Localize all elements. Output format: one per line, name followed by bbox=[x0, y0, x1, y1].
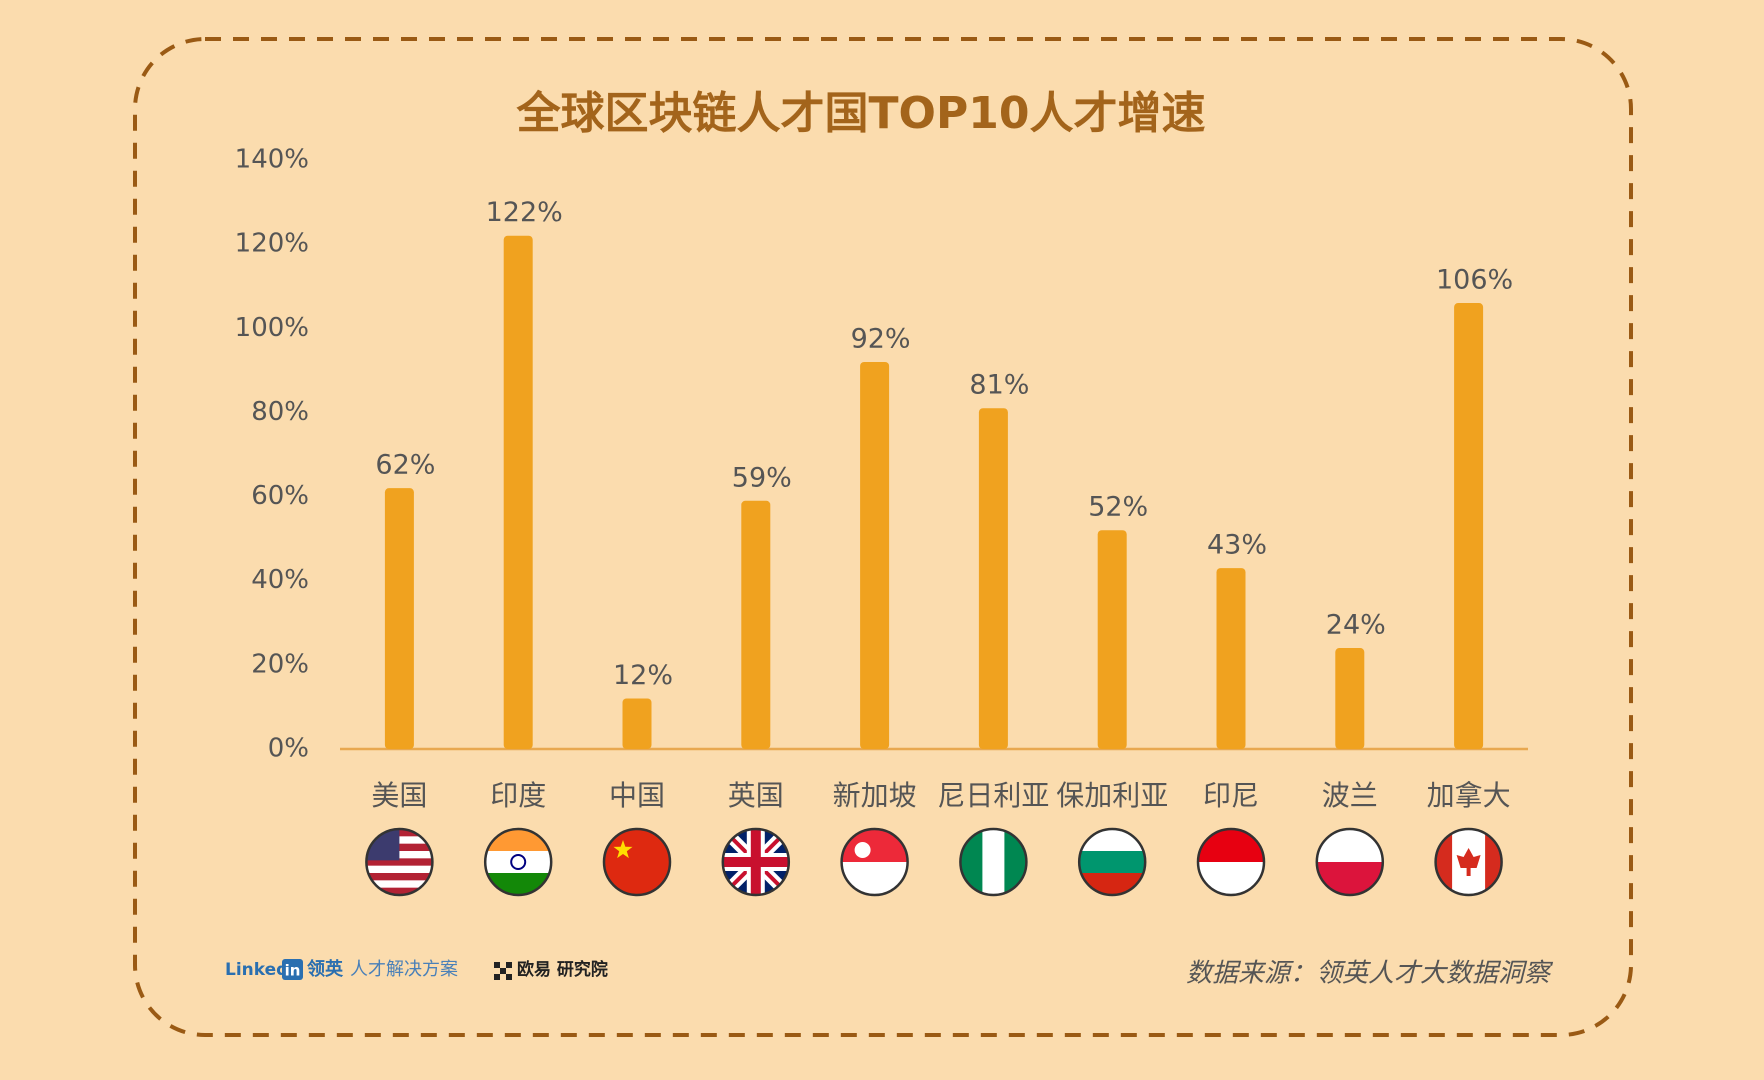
flag-stripe bbox=[366, 865, 433, 874]
bar bbox=[1097, 530, 1127, 749]
logo-okex-mark bbox=[494, 962, 512, 980]
logo-linkedin: Linked bbox=[225, 960, 288, 980]
x-tick-label: 保加利亚 bbox=[1056, 779, 1168, 812]
x-tick-label: 美国 bbox=[371, 779, 427, 812]
flag-stripe bbox=[841, 862, 908, 895]
flag-rim bbox=[483, 827, 553, 897]
flag-stripe bbox=[366, 887, 433, 895]
bar bbox=[741, 500, 771, 749]
flag-stripe bbox=[960, 829, 983, 895]
value-label: 106% bbox=[1436, 265, 1513, 296]
flag-stripe bbox=[1198, 829, 1264, 863]
flag bbox=[722, 829, 789, 895]
value-label: 43% bbox=[1207, 530, 1267, 561]
flag-rim bbox=[1196, 827, 1266, 897]
y-tick-label: 120% bbox=[235, 229, 309, 259]
value-label: 81% bbox=[969, 370, 1029, 401]
flag-stripe bbox=[485, 851, 552, 874]
flag-stripe bbox=[366, 873, 433, 881]
value-label: 62% bbox=[375, 450, 435, 481]
bar bbox=[1335, 648, 1365, 749]
flag-stripe bbox=[366, 880, 433, 889]
flag-rim bbox=[840, 827, 909, 897]
flag-stripe bbox=[1079, 829, 1146, 852]
x-tick-label: 印尼 bbox=[1203, 779, 1259, 812]
chart-title: 全球区块链人才国TOP10人才增速 bbox=[516, 88, 1206, 139]
flag-rim bbox=[602, 827, 672, 897]
y-tick-label: 0% bbox=[268, 734, 309, 764]
flag-leaf bbox=[1456, 848, 1481, 876]
flag-rim bbox=[721, 827, 791, 897]
flag-stripe bbox=[841, 829, 908, 863]
flag-rim bbox=[1315, 827, 1385, 897]
flag-cross bbox=[722, 829, 789, 895]
flag-stripe bbox=[1316, 862, 1383, 895]
bar bbox=[1454, 303, 1484, 749]
flag-moon bbox=[854, 842, 871, 858]
value-label: 59% bbox=[732, 462, 792, 493]
y-tick-label: 80% bbox=[251, 397, 309, 427]
logo-in: in bbox=[285, 962, 301, 980]
x-tick-label: 加拿大 bbox=[1427, 779, 1511, 812]
flag-stripe bbox=[366, 858, 433, 867]
y-tick-label: 20% bbox=[251, 649, 309, 679]
y-tick-label: 60% bbox=[251, 481, 309, 511]
value-label: 122% bbox=[486, 197, 563, 228]
flag-stripe bbox=[485, 829, 552, 852]
logo-linkedin-sub: 人才解决方案 bbox=[350, 959, 458, 980]
flag bbox=[604, 829, 670, 895]
flag-emblem bbox=[510, 854, 527, 870]
logo-okex: 欧易 研究院 bbox=[517, 959, 608, 980]
flag-stripe bbox=[1079, 851, 1146, 874]
x-tick-label: 中国 bbox=[609, 779, 665, 812]
x-tick-label: 新加坡 bbox=[833, 779, 917, 812]
y-tick-label: 40% bbox=[251, 565, 309, 595]
y-tick-label: 140% bbox=[235, 145, 309, 175]
value-label: 12% bbox=[613, 660, 673, 691]
x-tick-label: 印度 bbox=[490, 779, 546, 812]
flag-stripe bbox=[982, 829, 1005, 895]
bar bbox=[1216, 568, 1246, 749]
bar bbox=[860, 361, 890, 749]
bar bbox=[384, 488, 414, 749]
x-tick-label: 英国 bbox=[728, 779, 784, 812]
flag-stripe bbox=[1198, 862, 1264, 895]
x-tick-label: 波兰 bbox=[1322, 779, 1378, 812]
flag-stripe bbox=[1316, 829, 1383, 863]
bar bbox=[503, 235, 533, 749]
y-tick-label: 100% bbox=[235, 313, 309, 343]
source-note: 数据来源：领英人才大数据洞察 bbox=[1186, 959, 1554, 989]
flag-rim bbox=[365, 827, 434, 897]
flag-rim bbox=[959, 827, 1028, 897]
flag-stripe bbox=[604, 829, 670, 895]
flag-rim bbox=[1077, 827, 1147, 897]
value-label: 52% bbox=[1088, 492, 1148, 523]
flag bbox=[366, 829, 433, 895]
logo-linkedin-cn: 领英 bbox=[307, 958, 344, 980]
bar bbox=[978, 408, 1008, 749]
value-label: 24% bbox=[1326, 610, 1386, 641]
dashed-frame bbox=[133, 37, 1633, 1037]
flag-rim bbox=[1434, 827, 1503, 897]
value-label: 92% bbox=[851, 323, 911, 354]
flag-star bbox=[613, 840, 633, 859]
x-tick-label: 尼日利亚 bbox=[937, 779, 1049, 812]
logo-in-box bbox=[282, 959, 303, 980]
bar bbox=[622, 698, 652, 749]
